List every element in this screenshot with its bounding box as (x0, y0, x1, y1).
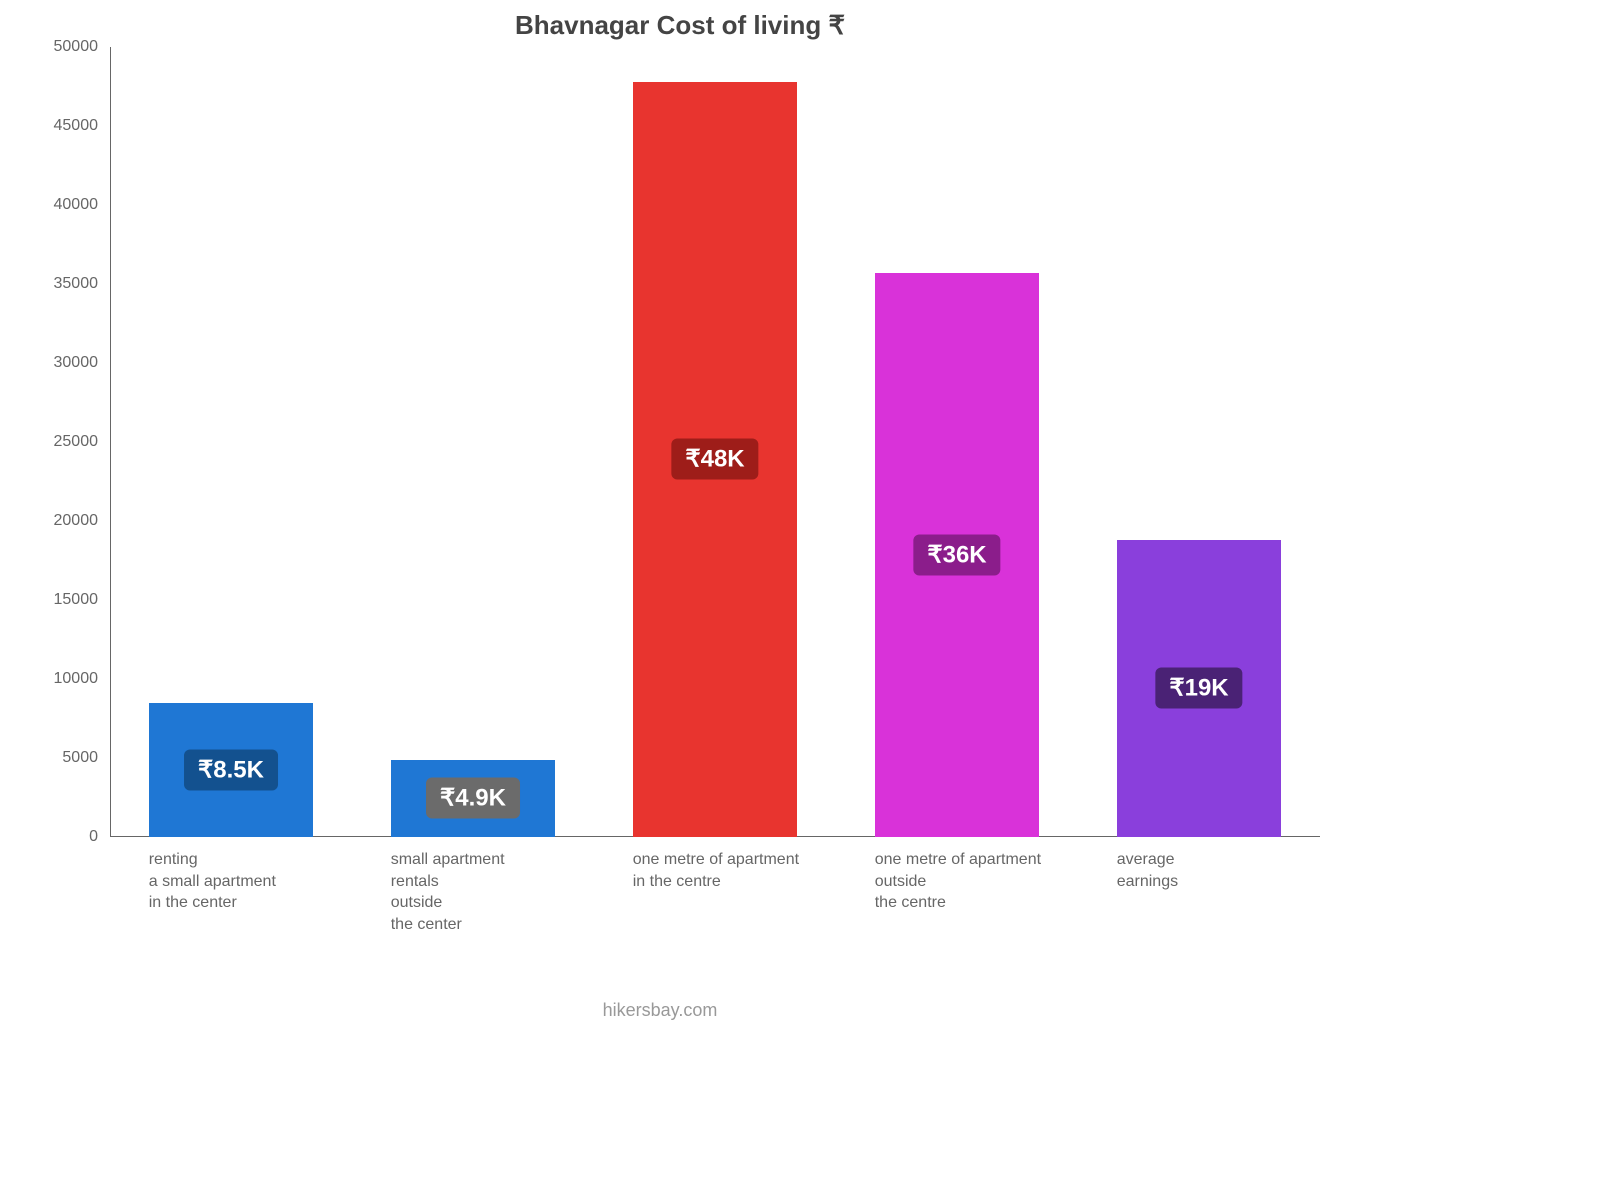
bar-value-label: ₹8.5K (184, 749, 278, 790)
y-tick-label: 5000 (62, 749, 98, 767)
x-category-label: small apartment rentals outside the cent… (391, 849, 596, 935)
chart-title: Bhavnagar Cost of living ₹ (40, 10, 1320, 41)
y-tick-label: 45000 (54, 117, 99, 135)
bar-value-label: ₹19K (1155, 668, 1242, 709)
bars-group: ₹8.5K ₹4.9K ₹48K ₹36K ₹19K (110, 47, 1320, 837)
bar: ₹4.9K (391, 760, 556, 837)
bar: ₹8.5K (149, 703, 314, 837)
plot-area: 0500010000150002000025000300003500040000… (40, 47, 1320, 837)
y-tick-label: 10000 (54, 670, 99, 688)
bar: ₹19K (1117, 540, 1282, 837)
y-tick-label: 30000 (54, 354, 99, 372)
attribution-text: hikersbay.com (0, 1000, 1320, 1021)
bar-value-label: ₹36K (913, 534, 1000, 575)
y-axis: 0500010000150002000025000300003500040000… (40, 47, 106, 837)
x-category-label: average earnings (1117, 849, 1322, 892)
x-category-label: one metre of apartment outside the centr… (875, 849, 1080, 914)
bar: ₹36K (875, 273, 1040, 837)
y-tick-label: 40000 (54, 196, 99, 214)
bar-value-label: ₹4.9K (426, 778, 520, 819)
x-category-label: one metre of apartment in the centre (633, 849, 838, 892)
y-tick-label: 15000 (54, 591, 99, 609)
y-tick-label: 50000 (54, 38, 99, 56)
bar-value-label: ₹48K (671, 439, 758, 480)
x-category-label: renting a small apartment in the center (149, 849, 354, 914)
y-tick-label: 0 (89, 828, 98, 846)
y-tick-label: 35000 (54, 275, 99, 293)
bar: ₹48K (633, 82, 798, 837)
y-tick-label: 20000 (54, 512, 99, 530)
y-tick-label: 25000 (54, 433, 99, 451)
chart-container: Bhavnagar Cost of living ₹ 0 5000 10000 150… (40, 10, 1320, 990)
